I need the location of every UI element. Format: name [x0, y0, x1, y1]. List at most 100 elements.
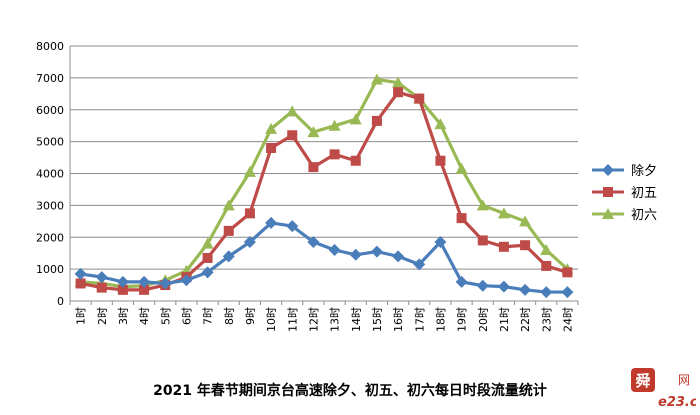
legend-label: 初六	[631, 208, 657, 223]
svg-text:舜: 舜	[635, 372, 650, 390]
data-point	[307, 236, 320, 249]
x-tick-label: 6时	[180, 307, 193, 325]
data-point	[476, 279, 489, 292]
x-tick-label: 15时	[371, 307, 384, 332]
data-point	[497, 280, 510, 293]
data-point	[201, 266, 214, 279]
y-axis-tick-labels: 0 1000 2000 3000 4000 5000 6000 7000 8000	[36, 40, 64, 308]
series-line	[80, 221, 568, 294]
data-point	[414, 93, 425, 104]
data-point	[497, 207, 510, 219]
x-tick-label: 1时	[75, 307, 88, 325]
y-tick-label: 5000	[36, 136, 64, 149]
data-point	[434, 236, 447, 249]
x-tick-label: 3时	[117, 307, 130, 325]
y-tick-label: 3000	[36, 199, 64, 212]
data-point	[434, 118, 447, 130]
x-tick-label: 20时	[477, 307, 490, 332]
x-tick-label: 8时	[223, 307, 236, 325]
watermark-logo: 舜 e23.cn 网	[631, 368, 696, 410]
data-point	[159, 277, 172, 290]
data-point	[307, 126, 320, 138]
x-tick-label: 22时	[519, 307, 532, 332]
data-point	[349, 113, 362, 125]
legend-label: 除夕	[631, 164, 657, 179]
data-point	[456, 213, 467, 224]
legend-entry: 初五	[592, 186, 657, 201]
data-point	[562, 267, 573, 278]
x-tick-label: 5时	[159, 307, 172, 325]
x-tick-label: 9时	[244, 307, 257, 325]
series-line	[80, 77, 569, 289]
data-point	[455, 275, 468, 288]
data-point	[561, 286, 574, 299]
data-point	[602, 164, 614, 176]
data-point	[96, 282, 107, 293]
data-point	[201, 237, 214, 249]
data-point	[603, 187, 613, 197]
series-初六	[74, 73, 574, 292]
data-point	[74, 267, 87, 280]
data-point	[180, 274, 193, 287]
data-point	[308, 162, 319, 173]
data-point	[243, 165, 256, 177]
data-point	[413, 258, 426, 271]
y-tick-label: 6000	[36, 104, 64, 117]
data-point	[350, 155, 361, 166]
x-tick-label: 23时	[540, 307, 553, 332]
data-point	[286, 220, 299, 233]
series-除夕	[74, 216, 574, 299]
data-point	[371, 115, 382, 126]
data-point	[392, 76, 405, 88]
data-point	[370, 73, 383, 85]
x-tick-label: 12时	[307, 307, 320, 332]
data-point	[243, 236, 256, 249]
data-point	[202, 252, 213, 263]
data-point	[223, 225, 234, 236]
data-point	[498, 241, 509, 252]
data-point	[349, 248, 362, 261]
data-point	[75, 278, 86, 289]
line-chart: 0 1000 2000 3000 4000 5000 6000 7000 8000 1时 2时 3时…	[36, 40, 657, 332]
data-point	[541, 260, 552, 271]
x-tick-label: 17时	[413, 307, 426, 332]
data-point	[286, 105, 299, 117]
data-point	[392, 250, 405, 263]
x-tick-label: 14时	[350, 307, 363, 332]
data-point	[477, 235, 488, 246]
data-point	[602, 208, 614, 219]
y-tick-label: 4000	[36, 168, 64, 181]
svg-text:e23.cn: e23.cn	[658, 395, 696, 410]
chart-title: 2021 年春节期间京台高速除夕、初五、初六每日时段流量统计	[153, 383, 547, 399]
x-tick-label: 7时	[202, 307, 215, 325]
legend-label: 初五	[631, 186, 657, 201]
x-tick-label: 16时	[392, 307, 405, 332]
data-point	[139, 284, 150, 295]
x-tick-label: 21时	[498, 307, 511, 332]
data-point	[455, 162, 468, 174]
x-tick-label: 18时	[434, 307, 447, 332]
x-tick-label: 10时	[265, 307, 278, 332]
data-point	[519, 215, 532, 227]
y-tick-label: 1000	[36, 263, 64, 276]
data-point	[222, 250, 235, 263]
x-tick-label: 24时	[561, 307, 574, 332]
svg-text:网: 网	[678, 373, 690, 387]
y-tick-label: 7000	[36, 72, 64, 85]
legend-entry: 除夕	[592, 164, 657, 179]
x-tick-label: 4时	[138, 307, 151, 325]
data-point	[138, 275, 151, 288]
data-point	[370, 245, 383, 258]
axes	[69, 46, 579, 305]
y-tick-label: 0	[57, 295, 64, 308]
y-tick-label: 8000	[36, 40, 64, 53]
data-point	[520, 240, 531, 251]
y-tick-label: 2000	[36, 231, 64, 244]
data-point	[393, 87, 404, 98]
data-point	[476, 199, 489, 211]
series-初五	[75, 87, 573, 295]
x-tick-label: 19时	[456, 307, 469, 332]
gridlines	[70, 45, 578, 270]
data-point	[244, 208, 255, 219]
data-point	[329, 149, 340, 160]
